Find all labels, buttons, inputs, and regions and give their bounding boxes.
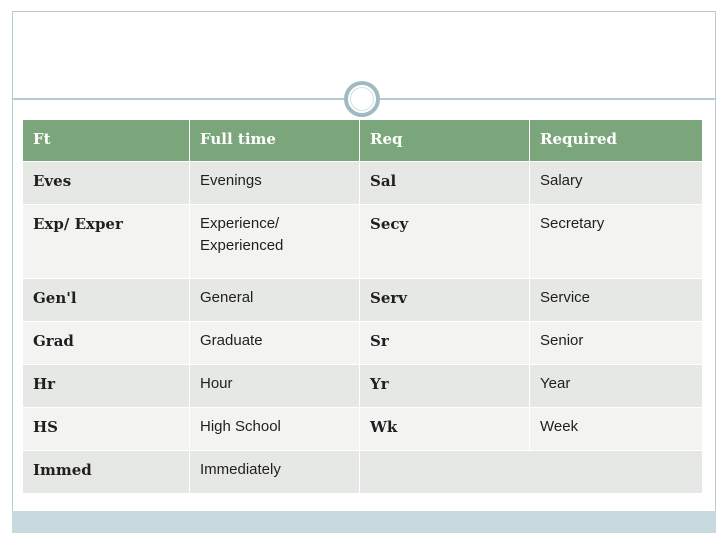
header-cell: Full time [189, 119, 360, 162]
table-row: Gen'l General Serv Service [22, 278, 703, 322]
meaning-cell: Hour [189, 364, 360, 408]
table-row: Hr Hour Yr Year [22, 364, 703, 408]
abbreviation-cell: Immed [22, 450, 190, 494]
abbreviation-cell: Sr [359, 321, 530, 365]
header-cell: Required [529, 119, 703, 162]
abbreviation-cell: Secy [359, 204, 530, 279]
table-row: Immed Immediately [22, 450, 703, 494]
header-cell: Ft [22, 119, 190, 162]
table-row: Exp/ Exper Experience/ Experienced Secy … [22, 204, 703, 279]
abbreviation-cell: Wk [359, 407, 530, 451]
meaning-cell: Service [529, 278, 703, 322]
abbreviation-cell: Serv [359, 278, 530, 322]
abbreviation-cell: HS [22, 407, 190, 451]
footer-band [12, 511, 716, 533]
meaning-cell: Senior [529, 321, 703, 365]
abbreviations-table: Ft Full time Req Required Eves Evenings … [22, 119, 703, 494]
header-cell: Req [359, 119, 530, 162]
meaning-cell: Evenings [189, 161, 360, 205]
abbreviations-table-container: Ft Full time Req Required Eves Evenings … [22, 119, 703, 496]
meaning-cell: Week [529, 407, 703, 451]
abbreviation-cell: Exp/ Exper [22, 204, 190, 279]
abbreviation-cell: Hr [22, 364, 190, 408]
meaning-cell: High School [189, 407, 360, 451]
meaning-cell: Year [529, 364, 703, 408]
abbreviation-cell: Yr [359, 364, 530, 408]
abbreviation-cell: Grad [22, 321, 190, 365]
meaning-cell: Secretary [529, 204, 703, 279]
meaning-cell: Salary [529, 161, 703, 205]
decorative-ring-icon [344, 81, 380, 117]
table-row: Grad Graduate Sr Senior [22, 321, 703, 365]
meaning-cell: Experience/ Experienced [189, 204, 360, 279]
table-row: HS High School Wk Week [22, 407, 703, 451]
meaning-cell: General [189, 278, 360, 322]
abbreviation-cell: Gen'l [22, 278, 190, 322]
abbreviation-cell: Sal [359, 161, 530, 205]
meaning-cell: Immediately [189, 450, 360, 494]
table-row: Eves Evenings Sal Salary [22, 161, 703, 205]
empty-cell [359, 450, 703, 494]
abbreviation-cell: Eves [22, 161, 190, 205]
meaning-cell: Graduate [189, 321, 360, 365]
table-header-row: Ft Full time Req Required [22, 119, 703, 162]
